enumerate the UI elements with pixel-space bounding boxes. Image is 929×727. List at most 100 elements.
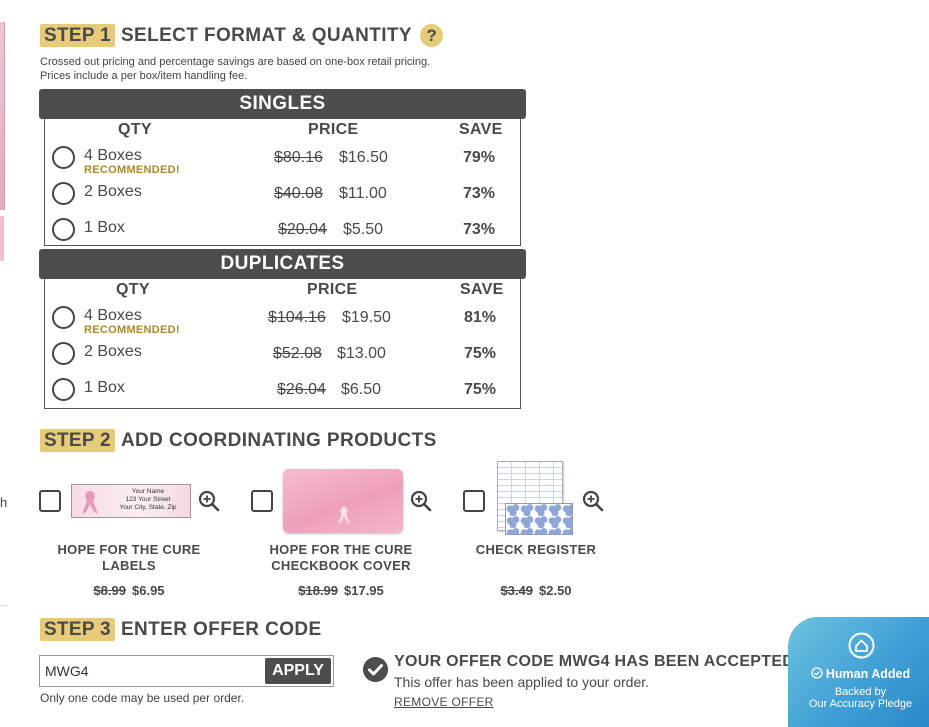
offer-code-input[interactable]: MWG4 <box>45 663 89 679</box>
product-thumbnail-edge[interactable] <box>0 216 4 261</box>
apply-button[interactable]: APPLY <box>265 658 331 684</box>
step-badge: STEP 2 <box>40 429 115 452</box>
qty-label: 4 Boxes <box>84 307 142 324</box>
check-register-thumbnail[interactable] <box>495 461 575 537</box>
pledge-subtext: Backed by Our Accuracy Pledge <box>808 686 913 710</box>
radio-button[interactable] <box>52 146 75 169</box>
savings-percent: 75% <box>464 345 497 362</box>
check-register-name: CHECK REGISTER <box>475 542 597 557</box>
offer-accepted-message: YOUR OFFER CODE MWG4 HAS BEEN ACCEPTED. <box>394 653 799 670</box>
sale-price: $13.00 <box>337 345 386 362</box>
sale-price: $11.00 <box>339 185 387 202</box>
sale-price: $17.95 <box>344 583 384 598</box>
accuracy-pledge-badge[interactable]: Human Added Backed by Our Accuracy Pledg… <box>788 617 929 727</box>
step-badge: STEP 1 <box>40 24 115 47</box>
sale-price: $6.50 <box>341 381 382 398</box>
duplicates-option-1-box[interactable]: 1 Box $26.04 $6.50 75% <box>45 378 520 408</box>
step-title: SELECT FORMAT & QUANTITY <box>120 24 413 46</box>
sale-price: $19.50 <box>342 309 391 326</box>
radio-button[interactable] <box>52 182 75 205</box>
qty-label: 1 Box <box>84 219 125 236</box>
sale-price: $5.50 <box>343 221 384 238</box>
radio-button[interactable] <box>52 342 75 365</box>
qty-label: 2 Boxes <box>84 183 142 200</box>
qty-column-header: QTY <box>116 281 150 298</box>
remove-offer-link[interactable]: REMOVE OFFER <box>394 695 494 709</box>
check-circle-icon <box>811 667 823 679</box>
singles-table: QTY PRICE SAVE 4 Boxes RECOMMENDED! $80.… <box>44 119 521 246</box>
retail-price: $80.16 <box>274 149 323 166</box>
duplicates-option-4-boxes[interactable]: 4 Boxes RECOMMENDED! $104.16 $19.50 81% <box>45 306 520 336</box>
checkmark-icon <box>363 657 388 682</box>
qty-label: 2 Boxes <box>84 343 142 360</box>
singles-option-1-box[interactable]: 1 Box $20.04 $5.50 73% <box>45 218 520 248</box>
retail-price: $18.99 <box>298 583 338 598</box>
retail-price: $104.16 <box>268 309 326 326</box>
qty-label: 4 Boxes <box>84 147 142 164</box>
pricing-note: Crossed out pricing and percentage savin… <box>40 56 431 82</box>
sale-price: $16.50 <box>339 149 388 166</box>
qty-label: 1 Box <box>84 379 125 396</box>
checkbook-cover-thumbnail[interactable] <box>283 469 403 533</box>
qty-column-header: QTY <box>118 121 152 138</box>
step-badge: STEP 3 <box>40 618 115 641</box>
retail-price: $20.04 <box>278 221 327 238</box>
offer-code-note: Only one code may be used per order. <box>40 691 245 705</box>
retail-price: $40.08 <box>274 185 323 202</box>
singles-option-4-boxes[interactable]: 4 Boxes RECOMMENDED! $80.16 $16.50 79% <box>45 146 520 176</box>
step3-header: STEP 3 ENTER OFFER CODE <box>40 618 322 641</box>
step2-header: STEP 2 ADD COORDINATING PRODUCTS <box>40 429 437 452</box>
zoom-in-icon[interactable] <box>198 490 220 512</box>
label-street: 123 Your Street <box>125 496 171 503</box>
divider <box>0 605 8 606</box>
step-title: ENTER OFFER CODE <box>120 618 322 640</box>
duplicates-header: DUPLICATES <box>39 249 526 279</box>
product-preview-edge <box>0 22 5 210</box>
recommended-badge: RECOMMENDED! <box>84 324 180 336</box>
save-column-header: SAVE <box>459 121 503 138</box>
step1-header: STEP 1 SELECT FORMAT & QUANTITY ? <box>40 24 444 47</box>
checkbook-cover-price: $18.99 $17.95 <box>252 583 430 598</box>
checkbook-cover-name: HOPE FOR THE CURE CHECKBOOK COVER <box>269 542 413 573</box>
sale-price: $2.50 <box>539 583 572 598</box>
label-city: Your City, State, Zip <box>119 504 177 511</box>
savings-percent: 81% <box>464 309 497 326</box>
radio-button[interactable] <box>52 218 75 241</box>
labels-checkbox[interactable] <box>39 490 61 512</box>
price-column-header: PRICE <box>307 281 358 298</box>
retail-price: $8.99 <box>93 583 126 598</box>
savings-percent: 79% <box>463 149 496 166</box>
singles-option-2-boxes[interactable]: 2 Boxes $40.08 $11.00 73% <box>45 182 520 212</box>
pledge-heading: Human Added <box>788 667 929 681</box>
edge-text: h <box>0 495 8 510</box>
duplicates-option-2-boxes[interactable]: 2 Boxes $52.08 $13.00 75% <box>45 342 520 372</box>
offer-code-field[interactable]: MWG4 APPLY <box>39 655 334 687</box>
check-register-checkbox[interactable] <box>463 490 485 512</box>
check-register-price: $3.49 $2.50 <box>460 583 612 598</box>
step-title: ADD COORDINATING PRODUCTS <box>120 429 437 451</box>
retail-price: $52.08 <box>273 345 322 362</box>
labels-name: HOPE FOR THE CURE LABELS <box>57 542 201 573</box>
retail-price: $26.04 <box>277 381 326 398</box>
zoom-in-icon[interactable] <box>410 490 432 512</box>
savings-percent: 75% <box>464 381 497 398</box>
save-column-header: SAVE <box>460 281 504 298</box>
pink-ribbon-icon <box>338 506 350 524</box>
radio-button[interactable] <box>52 378 75 401</box>
singles-header: SINGLES <box>39 89 526 119</box>
labels-price: $8.99 $6.95 <box>40 583 218 598</box>
pink-ribbon-icon <box>82 491 98 514</box>
recommended-badge: RECOMMENDED! <box>84 164 180 176</box>
checkbook-cover-checkbox[interactable] <box>251 490 273 512</box>
duplicates-table: QTY PRICE SAVE 4 Boxes RECOMMENDED! $104… <box>44 279 521 409</box>
savings-percent: 73% <box>463 185 496 202</box>
retail-price: $3.49 <box>500 583 533 598</box>
sale-price: $6.95 <box>132 583 165 598</box>
label-name: Your Name <box>131 488 165 495</box>
labels-thumbnail[interactable]: Your Name 123 Your Street Your City, Sta… <box>71 484 191 518</box>
zoom-in-icon[interactable] <box>582 490 604 512</box>
savings-percent: 73% <box>463 221 496 238</box>
help-icon[interactable]: ? <box>420 24 444 47</box>
radio-button[interactable] <box>52 306 75 329</box>
price-column-header: PRICE <box>308 121 359 138</box>
